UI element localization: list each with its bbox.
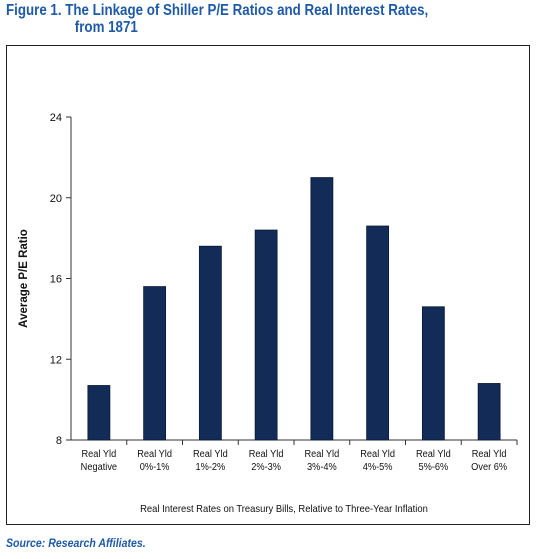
x-tick-label: 4%-5% (363, 462, 393, 474)
source-note: Source: Research Affiliates. (6, 536, 146, 550)
y-tick-label: 12 (50, 354, 62, 366)
x-tick-label: Over 6% (471, 462, 507, 474)
x-tick-label: Real Yld (193, 449, 228, 461)
x-tick-label: 2%-3% (251, 462, 281, 474)
bar (477, 383, 501, 441)
x-tick-label: Negative (81, 462, 118, 474)
x-tick-label: Real Yld (416, 449, 451, 461)
x-tick-label: Real Yld (360, 449, 395, 461)
bar (143, 286, 167, 441)
bar (366, 225, 390, 441)
x-tick-label: 5%-6% (418, 462, 448, 474)
bar (87, 385, 111, 441)
bar (421, 306, 445, 441)
y-tick-label: 24 (50, 112, 62, 124)
x-tick-label: Real Yld (249, 449, 284, 461)
y-tick-label: 16 (50, 274, 62, 286)
bar (198, 245, 222, 441)
figure-title: Figure 1. The Linkage of Shiller P/E Rat… (6, 2, 453, 36)
bar (254, 229, 278, 441)
y-tick-label: 8 (56, 435, 62, 447)
bar (310, 177, 334, 441)
y-tick-label: 20 (50, 193, 62, 205)
chart-frame: 8 12 16 20 24 Real Yld Negative Real Yld 0%-1% Re… (6, 45, 530, 525)
x-tick-label: 3%-4% (307, 462, 337, 474)
x-tick-label: Real Yld (82, 449, 117, 461)
x-tick-label: 0%-1% (140, 462, 170, 474)
x-tick-label: 1%-2% (195, 462, 225, 474)
y-axis-title: Average P/E Ratio (18, 229, 30, 328)
figure-title-line2: from 1871 (74, 19, 138, 36)
x-tick-label: Real Yld (137, 449, 172, 461)
figure-title-line1: Figure 1. The Linkage of Shiller P/E Rat… (6, 2, 429, 19)
x-axis-title: Real Interest Rates on Treasury Bills, R… (140, 504, 428, 516)
x-tick-label: Real Yld (472, 449, 507, 461)
x-tick-label: Real Yld (305, 449, 340, 461)
